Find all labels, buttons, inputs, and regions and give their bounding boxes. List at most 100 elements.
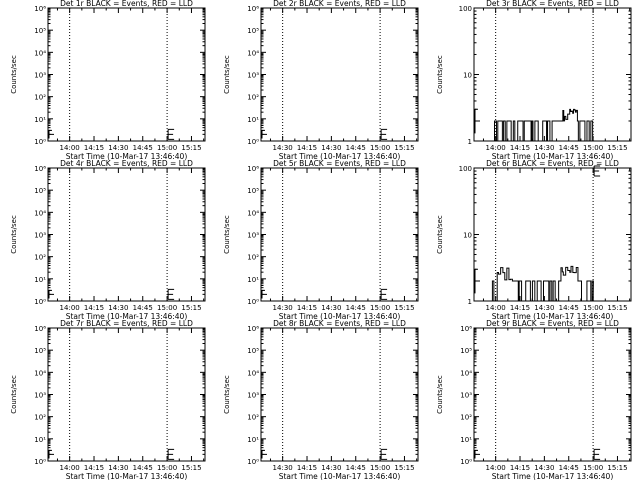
- x-tick-label: 14:15: [297, 464, 317, 472]
- y-axis-label: Counts/sec: [436, 375, 444, 414]
- x-tick-label: 14:00: [486, 304, 506, 312]
- y-tick-label: 10²: [247, 94, 259, 102]
- x-tick-label: 15:00: [583, 304, 603, 312]
- plot-title: Det 5r BLACK = Events, RED = LLD: [273, 159, 406, 168]
- x-tick-label: 14:15: [297, 304, 317, 312]
- data-marker: [593, 165, 601, 177]
- y-tick-label: 10⁴: [247, 209, 259, 217]
- data-marker: [380, 128, 388, 140]
- y-tick-label: 10²: [460, 414, 472, 422]
- x-tick-label: 15:00: [157, 304, 177, 312]
- y-axis-label: Counts/sec: [223, 215, 231, 254]
- y-tick-label: 10⁰: [247, 138, 259, 146]
- x-tick-label: 14:15: [84, 144, 104, 152]
- y-tick-label: 10⁶: [247, 165, 259, 173]
- x-axis-label: Start Time (10-Mar-17 13:46:40): [492, 312, 614, 321]
- y-tick-label: 10⁵: [247, 27, 259, 35]
- x-tick-label: 14:15: [510, 464, 530, 472]
- y-tick-label: 10¹: [460, 436, 472, 444]
- x-tick-label: 14:30: [108, 464, 128, 472]
- x-tick-label: 15:15: [607, 144, 627, 152]
- x-tick-label: 14:45: [559, 144, 579, 152]
- plot-title: Det 1r BLACK = Events, RED = LLD: [60, 0, 193, 8]
- x-tick-label: 14:30: [534, 464, 554, 472]
- y-tick-label: 10⁶: [34, 5, 46, 13]
- plot-frame: [47, 167, 206, 302]
- y-tick-label: 10¹: [34, 436, 46, 444]
- plot-title: Det 6r BLACK = Events, RED = LLD: [486, 159, 619, 168]
- y-tick-label: 10⁶: [247, 5, 259, 13]
- plot-title: Det 9r BLACK = Events, RED = LLD: [486, 319, 619, 328]
- y-tick-label: 10³: [34, 232, 46, 240]
- detector-plot-7: Det 7r BLACK = Events, RED = LLD 10⁰ 10¹ 10…: [10, 319, 206, 481]
- y-tick-label: 10²: [34, 94, 46, 102]
- x-axis-label: Start Time (10-Mar-17 13:46:40): [492, 472, 614, 480]
- x-tick-label: 15:00: [370, 464, 390, 472]
- x-tick-label: 14:00: [60, 464, 80, 472]
- y-tick-label: 10⁶: [34, 325, 46, 333]
- x-tick-label: 14:30: [534, 304, 554, 312]
- y-tick-label: 10¹: [34, 276, 46, 284]
- y-tick-label: 100: [459, 165, 472, 173]
- y-tick-label: 10⁶: [247, 325, 259, 333]
- y-tick-label: 10⁵: [247, 347, 259, 355]
- x-tick-label: 15:00: [370, 304, 390, 312]
- x-tick-label: 15:15: [607, 304, 627, 312]
- edge-error-bar: [48, 129, 54, 139]
- y-axis-label: Counts/sec: [10, 215, 18, 254]
- y-tick-label: 10²: [34, 414, 46, 422]
- x-axis-label: Start Time (10-Mar-17 13:46:40): [66, 312, 188, 321]
- x-tick-label: 15:00: [157, 144, 177, 152]
- detector-plot-2: Det 2r BLACK = Events, RED = LLD 10⁰ 10¹ 10…: [223, 0, 419, 161]
- x-tick-label: 14:45: [559, 464, 579, 472]
- y-tick-label: 10²: [34, 254, 46, 262]
- x-tick-label: 15:00: [583, 144, 603, 152]
- y-tick-label: 10²: [247, 254, 259, 262]
- y-tick-label: 10⁰: [247, 298, 259, 306]
- plot-title: Det 2r BLACK = Events, RED = LLD: [273, 0, 406, 8]
- y-tick-label: 10⁴: [34, 369, 46, 377]
- y-tick-label: 10¹: [247, 276, 259, 284]
- x-tick-label: 14:30: [534, 144, 554, 152]
- y-axis-label: Counts/sec: [223, 55, 231, 94]
- y-tick-label: 10³: [247, 72, 259, 80]
- y-tick-label: 10: [463, 232, 472, 240]
- x-tick-label: 15:15: [394, 144, 414, 152]
- x-tick-label: 14:15: [84, 464, 104, 472]
- y-tick-label: 10¹: [34, 116, 46, 124]
- plot-title: Det 3r BLACK = Events, RED = LLD: [486, 0, 619, 8]
- edge-error-bar: [261, 449, 267, 459]
- y-tick-label: 10³: [34, 392, 46, 400]
- data-marker: [167, 128, 175, 140]
- edge-error-bar: [261, 129, 267, 139]
- y-tick-label: 10⁰: [247, 458, 259, 466]
- x-tick-label: 14:15: [510, 144, 530, 152]
- x-axis-label: Start Time (10-Mar-17 13:46:40): [66, 472, 188, 480]
- y-axis-label: Counts/sec: [223, 375, 231, 414]
- y-tick-label: 10⁵: [34, 27, 46, 35]
- x-axis-label: Start Time (10-Mar-17 13:46:40): [279, 152, 401, 161]
- events-series: [491, 265, 594, 302]
- detector-plot-9: Det 9r BLACK = Events, RED = LLD 10⁰ 10¹ 10…: [436, 319, 632, 481]
- x-tick-label: 14:45: [133, 304, 153, 312]
- x-tick-label: 14:30: [108, 144, 128, 152]
- y-tick-label: 1: [468, 138, 472, 146]
- y-tick-label: 10³: [34, 72, 46, 80]
- y-tick-label: 1: [468, 298, 472, 306]
- x-tick-label: 14:15: [84, 304, 104, 312]
- data-marker: [593, 448, 601, 460]
- y-tick-label: 10⁴: [247, 369, 259, 377]
- y-tick-label: 10⁵: [247, 187, 259, 195]
- y-tick-label: 10¹: [247, 116, 259, 124]
- edge-error-bar: [261, 289, 267, 299]
- plot-frame: [47, 327, 206, 462]
- edge-error-bar: [48, 289, 54, 299]
- x-tick-label: 15:15: [181, 144, 201, 152]
- detector-plot-8: Det 8r BLACK = Events, RED = LLD 10⁰ 10¹ 10…: [223, 319, 419, 481]
- y-tick-label: 10⁵: [34, 347, 46, 355]
- x-tick-label: 15:00: [583, 464, 603, 472]
- detector-plot-5: Det 5r BLACK = Events, RED = LLD 10⁰ 10¹ 10…: [223, 159, 419, 321]
- x-tick-label: 14:30: [273, 144, 293, 152]
- y-tick-label: 10⁵: [460, 347, 472, 355]
